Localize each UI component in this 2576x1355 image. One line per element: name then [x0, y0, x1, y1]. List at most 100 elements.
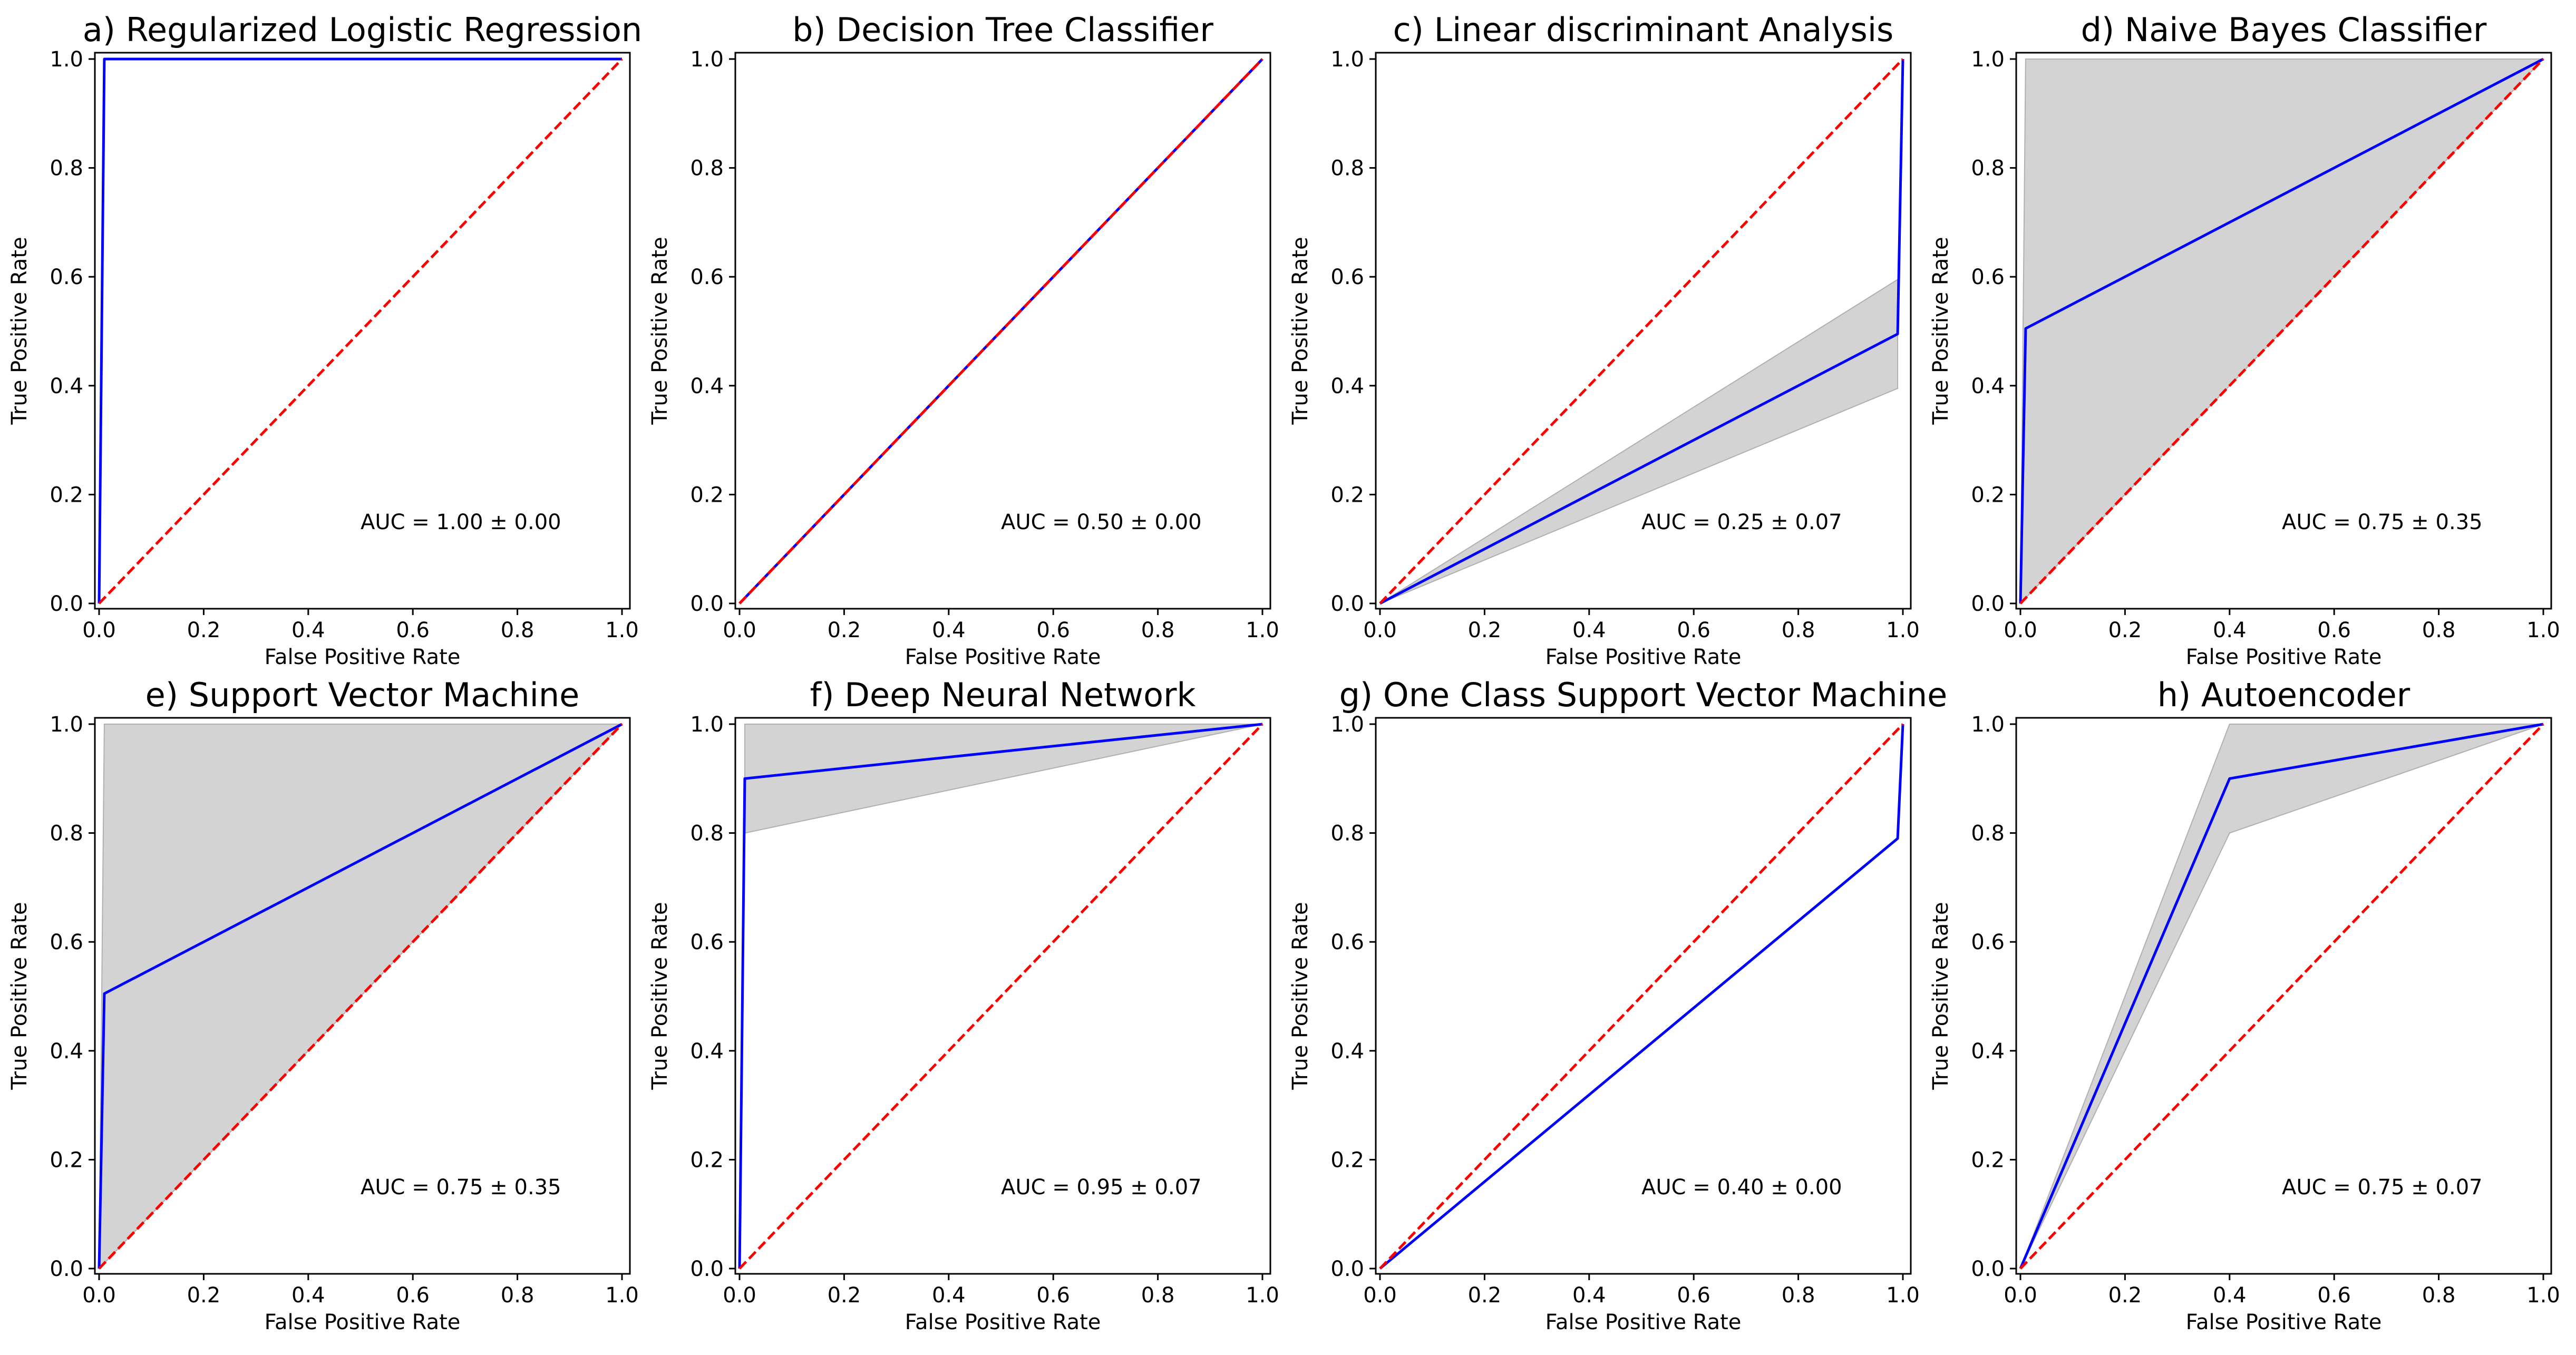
y-tick-label: 0.6	[1330, 265, 1364, 289]
y-tick-label: 0.0	[50, 1257, 83, 1281]
roc-panel: 0.0 0.2 0.4 0.6 0.8 1.0 0.0 0.2 0.4 0.6 0.8 1.0 Fals…	[1929, 676, 2560, 1334]
x-tick-label: 0.4	[932, 618, 966, 642]
x-tick-label: 0.0	[723, 1283, 756, 1308]
panel-title: g) One Class Support Vector Machine	[1339, 676, 1948, 714]
y-axis-label: True Positive Rate	[648, 902, 672, 1090]
roc-curve-line	[98, 57, 622, 604]
x-tick-label: 1.0	[2526, 618, 2560, 642]
x-tick-label: 0.0	[2004, 1283, 2037, 1308]
y-axis-label: True Positive Rate	[1929, 237, 1953, 425]
x-tick-label: 0.4	[1572, 618, 1606, 642]
roc-panel: 0.0 0.2 0.4 0.6 0.8 1.0 0.0 0.2 0.4 0.6 0.8 1.0 Fals…	[7, 676, 639, 1334]
chance-diagonal-line	[2019, 58, 2544, 605]
x-tick-label: 0.8	[2422, 618, 2456, 642]
x-axis-label: False Positive Rate	[265, 1310, 461, 1334]
axes-frame	[2015, 717, 2552, 1275]
panel-title: h) Autoencoder	[2157, 676, 2410, 714]
chance-diagonal-line	[1379, 723, 1904, 1270]
roc-panel: 0.0 0.2 0.4 0.6 0.8 1.0 0.0 0.2 0.4 0.6 0.8 1.0 Fals…	[1929, 11, 2560, 669]
roc-curve-line	[1379, 724, 1904, 1270]
roc-curve-line	[98, 723, 623, 1269]
y-tick-label: 0.0	[1330, 592, 1364, 616]
std-band-area	[744, 724, 1263, 834]
auc-annotation: AUC = 0.50 ± 0.00	[1001, 510, 1202, 534]
chance-diagonal-line	[98, 723, 623, 1270]
roc-panel: 0.0 0.2 0.4 0.6 0.8 1.0 0.0 0.2 0.4 0.6 0.8 1.0 Fals…	[648, 676, 1279, 1334]
y-tick-label: 0.2	[50, 1148, 83, 1172]
y-tick-label: 1.0	[690, 713, 724, 737]
y-tick-label: 0.2	[690, 483, 724, 507]
x-tick-label: 0.8	[1782, 1283, 1815, 1308]
x-tick-label: 1.0	[1886, 1283, 1920, 1308]
roc-panel: 0.0 0.2 0.4 0.6 0.8 1.0 0.0 0.2 0.4 0.6 0.8 1.0 Fals…	[1288, 676, 1947, 1334]
x-tick-label: 0.4	[2213, 618, 2247, 642]
x-tick-label: 0.8	[501, 618, 534, 642]
y-tick-label: 0.4	[1330, 374, 1364, 398]
x-tick-label: 0.8	[1141, 1283, 1175, 1308]
y-tick-label: 1.0	[50, 713, 83, 737]
auc-annotation: AUC = 0.75 ± 0.07	[2282, 1175, 2483, 1200]
y-tick-label: 0.2	[1330, 1148, 1364, 1172]
x-tick-label: 0.0	[723, 618, 756, 642]
y-tick-label: 0.8	[50, 822, 83, 846]
y-tick-label: 1.0	[690, 47, 724, 72]
y-tick-label: 0.8	[1971, 157, 2005, 181]
x-tick-label: 0.2	[187, 1283, 221, 1308]
x-tick-label: 0.6	[1036, 1283, 1070, 1308]
y-axis-label: True Positive Rate	[7, 902, 32, 1090]
y-tick-label: 0.8	[690, 157, 724, 181]
x-axis-label: False Positive Rate	[2186, 1310, 2382, 1334]
panel-title: b) Decision Tree Classifier	[792, 11, 1213, 49]
x-tick-label: 1.0	[2526, 1283, 2560, 1308]
axes-frame	[94, 52, 631, 610]
x-tick-label: 0.8	[1141, 618, 1175, 642]
y-tick-label: 0.4	[50, 1039, 83, 1064]
x-tick-label: 0.0	[82, 1283, 116, 1308]
y-tick-label: 0.0	[50, 592, 83, 616]
y-tick-label: 0.8	[1971, 822, 2005, 846]
y-tick-label: 0.0	[1971, 1257, 2005, 1281]
y-tick-label: 0.4	[1971, 1039, 2005, 1064]
y-tick-label: 0.6	[1330, 930, 1364, 954]
x-tick-label: 1.0	[1246, 618, 1279, 642]
y-tick-label: 0.6	[1971, 930, 2005, 954]
x-tick-label: 0.0	[1363, 1283, 1397, 1308]
roc-curve-line	[1379, 59, 1904, 605]
x-tick-label: 0.6	[2317, 1283, 2351, 1308]
axes-frame	[94, 717, 631, 1275]
y-tick-label: 0.8	[1330, 157, 1364, 181]
y-tick-label: 0.4	[1971, 374, 2005, 398]
x-tick-label: 0.4	[291, 618, 325, 642]
y-tick-label: 0.0	[1330, 1257, 1364, 1281]
roc-panel: 0.0 0.2 0.4 0.6 0.8 1.0 0.0 0.2 0.4 0.6 0.8 1.0 Fals…	[648, 11, 1279, 669]
chance-diagonal-line	[2019, 723, 2544, 1270]
x-tick-label: 0.4	[2213, 1283, 2247, 1308]
axes-frame	[1375, 52, 1912, 610]
auc-annotation: AUC = 0.75 ± 0.35	[361, 1175, 561, 1200]
roc-curve-line	[2019, 57, 2544, 604]
auc-annotation: AUC = 0.75 ± 0.35	[2282, 510, 2483, 534]
y-tick-label: 0.0	[1971, 592, 2005, 616]
x-tick-label: 1.0	[1246, 1283, 1279, 1308]
panel-title: a) Regularized Logistic Regression	[83, 11, 642, 49]
x-tick-label: 0.6	[1036, 618, 1070, 642]
auc-annotation: AUC = 0.95 ± 0.07	[1001, 1175, 1202, 1200]
y-tick-label: 0.6	[50, 930, 83, 954]
y-axis-label: True Positive Rate	[648, 237, 672, 425]
y-tick-label: 1.0	[50, 47, 83, 72]
chance-diagonal-line	[98, 58, 623, 605]
x-axis-label: False Positive Rate	[265, 645, 461, 669]
y-tick-label: 0.4	[690, 1039, 724, 1064]
x-tick-label: 0.2	[2108, 1283, 2142, 1308]
y-tick-label: 0.2	[50, 483, 83, 507]
y-tick-label: 1.0	[1971, 47, 2005, 72]
y-axis-label: True Positive Rate	[1929, 902, 1953, 1090]
roc-panel: 0.0 0.2 0.4 0.6 0.8 1.0 0.0 0.2 0.4 0.6 0.8 1.0 Fals…	[7, 11, 642, 669]
x-tick-label: 0.2	[828, 618, 861, 642]
x-tick-label: 0.8	[2422, 1283, 2456, 1308]
y-tick-label: 0.4	[690, 374, 724, 398]
x-axis-label: False Positive Rate	[905, 645, 1101, 669]
roc-panel: 0.0 0.2 0.4 0.6 0.8 1.0 0.0 0.2 0.4 0.6 0.8 1.0 Fals…	[1288, 11, 1920, 669]
std-band-area	[1379, 278, 1899, 604]
